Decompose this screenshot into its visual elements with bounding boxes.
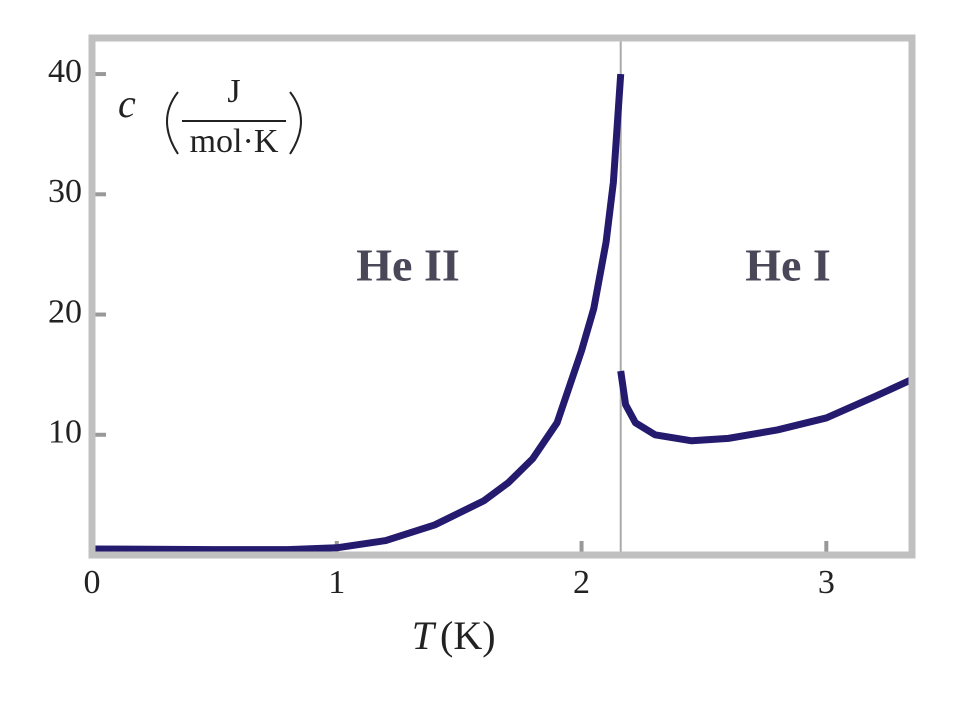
y-tick-label: 20 [48,293,82,330]
x-tick-label: 1 [328,564,345,601]
y-tick-label: 40 [48,53,82,90]
y-tick-label: 10 [48,414,82,451]
y-label-symbol: c [118,81,136,126]
x-label-unit: (K) [440,613,496,658]
y-label-numerator: J [227,73,240,110]
data-line [91,73,625,554]
annotation: He I [745,240,831,291]
paren-right [289,91,302,155]
x-label-symbol: T [412,613,437,658]
annotation: He II [356,240,460,291]
paren-left [166,91,179,155]
y-label-denominator: mol·K [190,123,279,160]
x-tick-label: 0 [84,564,101,601]
plot-frame [88,34,916,559]
x-tick-label: 2 [573,564,590,601]
y-tick-label: 30 [48,173,82,210]
x-tick-label: 3 [818,564,835,601]
data-line [617,370,914,445]
